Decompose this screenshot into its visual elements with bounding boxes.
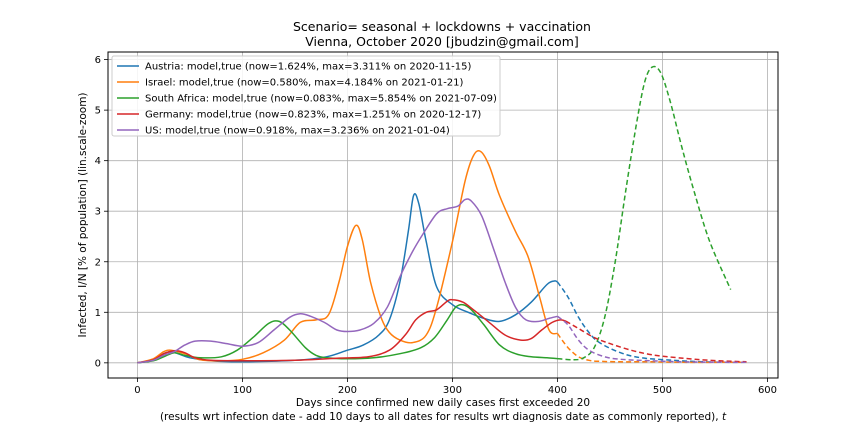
y-tick-label: 1 — [95, 308, 101, 319]
x-tick-label: 200 — [338, 385, 357, 396]
series-line-model — [137, 298, 567, 364]
y-axis-label: Infected, I/N [% of population] (lin.sca… — [77, 92, 89, 337]
y-tick-label: 0 — [95, 358, 101, 369]
x-axis-label-note: (results wrt infection date - add 10 day… — [160, 411, 727, 423]
legend-entry: Israel: model,true (now=0.580%, max=4.18… — [145, 78, 464, 89]
x-axis-label-note-var: t — [722, 411, 727, 423]
legend-entry: Germany: model,true (now=0.823%, max=1.2… — [145, 110, 481, 121]
chart-title: Scenario= seasonal + lockdowns + vaccina… — [293, 19, 591, 34]
y-tick-label: 3 — [95, 207, 101, 218]
x-tick-label: 100 — [233, 385, 252, 396]
y-tick-label: 2 — [95, 257, 101, 268]
legend: Austria: model,true (now=1.624%, max=3.3… — [111, 55, 501, 137]
y-tick-label: 4 — [95, 156, 101, 167]
series-group — [137, 65, 747, 364]
x-axis-label: Days since confirmed new daily cases fir… — [296, 397, 590, 409]
series-line-projection — [557, 65, 732, 361]
x-tick-label: 600 — [758, 385, 777, 396]
legend-entry: US: model,true (now=0.918%, max=3.236% o… — [145, 126, 450, 137]
x-axis-label-note-text: (results wrt infection date - add 10 day… — [160, 411, 719, 423]
ticks: 0 100 200 300 400 500 600 0 1 2 3 4 5 6 — [95, 55, 777, 396]
y-tick-label: 6 — [95, 55, 101, 66]
series-line-projection — [556, 281, 737, 364]
series-line-projection — [565, 320, 747, 363]
plot-frame — [107, 51, 779, 379]
x-tick-label: 400 — [548, 385, 567, 396]
chart-subtitle: Vienna, October 2020 [jbudzin@gmail.com] — [305, 34, 579, 49]
series-line-projection — [556, 333, 747, 364]
series-line-model — [137, 193, 558, 364]
legend-entry: South Africa: model,true (now=0.083%, ma… — [145, 94, 497, 105]
legend-entry: Austria: model,true (now=1.624%, max=3.3… — [145, 62, 472, 73]
x-tick-label: 300 — [443, 385, 462, 396]
legend-box — [111, 55, 501, 137]
y-tick-label: 5 — [95, 106, 101, 117]
series-line-projection — [557, 315, 747, 364]
x-tick-label: 0 — [134, 385, 140, 396]
x-tick-label: 500 — [653, 385, 672, 396]
series-line-model — [137, 198, 558, 364]
